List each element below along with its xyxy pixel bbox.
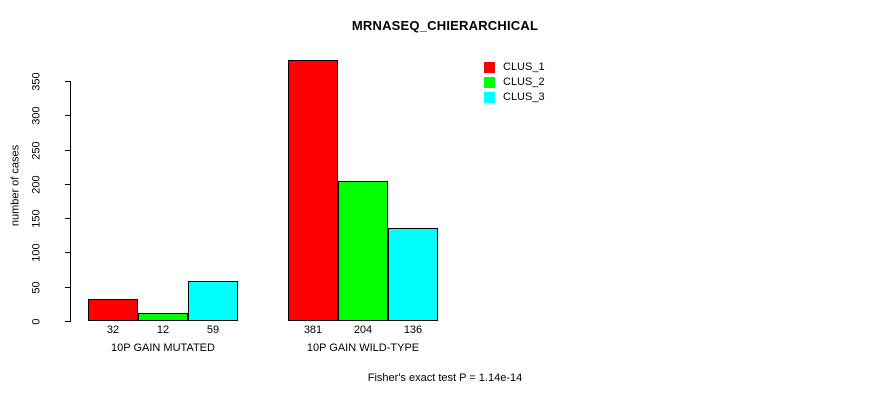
- bar-value-label: 12: [156, 324, 170, 336]
- bar: [338, 181, 388, 321]
- bars-layer: [0, 60, 890, 321]
- legend-swatch-icon: [484, 77, 495, 88]
- bar: [138, 313, 188, 321]
- legend-item-label: CLUS_2: [503, 76, 545, 88]
- legend: CLUS_1 CLUS_2 CLUS_3: [484, 60, 545, 105]
- bar-value-label: 59: [206, 324, 220, 336]
- y-axis-tick: [65, 252, 70, 254]
- y-axis-tick: [65, 321, 70, 322]
- legend-item: CLUS_2: [484, 75, 545, 90]
- legend-swatch-icon: [484, 62, 495, 73]
- bar-value-label: 136: [403, 324, 423, 336]
- bar-value-label: 204: [353, 324, 373, 336]
- y-axis-tick: [65, 286, 70, 288]
- page-title: MRNASEQ_CHIERARCHICAL: [351, 18, 539, 33]
- bar: [388, 228, 438, 321]
- y-axis-tick: [65, 115, 70, 117]
- legend-swatch-icon: [484, 92, 495, 103]
- y-axis-tick: [65, 81, 70, 82]
- legend-item-label: CLUS_3: [503, 91, 545, 103]
- bar: [288, 60, 338, 321]
- footer-note: Fisher's exact test P = 1.14e-14: [367, 372, 523, 384]
- y-axis-line: [70, 81, 71, 322]
- bar: [88, 299, 138, 321]
- legend-item: CLUS_1: [484, 60, 545, 75]
- legend-item: CLUS_3: [484, 90, 545, 105]
- y-axis-tick: [65, 183, 70, 185]
- bar-value-label: 32: [106, 324, 120, 336]
- bar: [188, 281, 238, 321]
- y-axis-tick: [65, 149, 70, 151]
- group-label: 10P GAIN WILD-TYPE: [306, 342, 420, 354]
- legend-item-label: CLUS_1: [503, 61, 545, 73]
- y-axis-tick: [65, 218, 70, 220]
- group-label: 10P GAIN MUTATED: [111, 342, 215, 354]
- bar-value-label: 381: [303, 324, 323, 336]
